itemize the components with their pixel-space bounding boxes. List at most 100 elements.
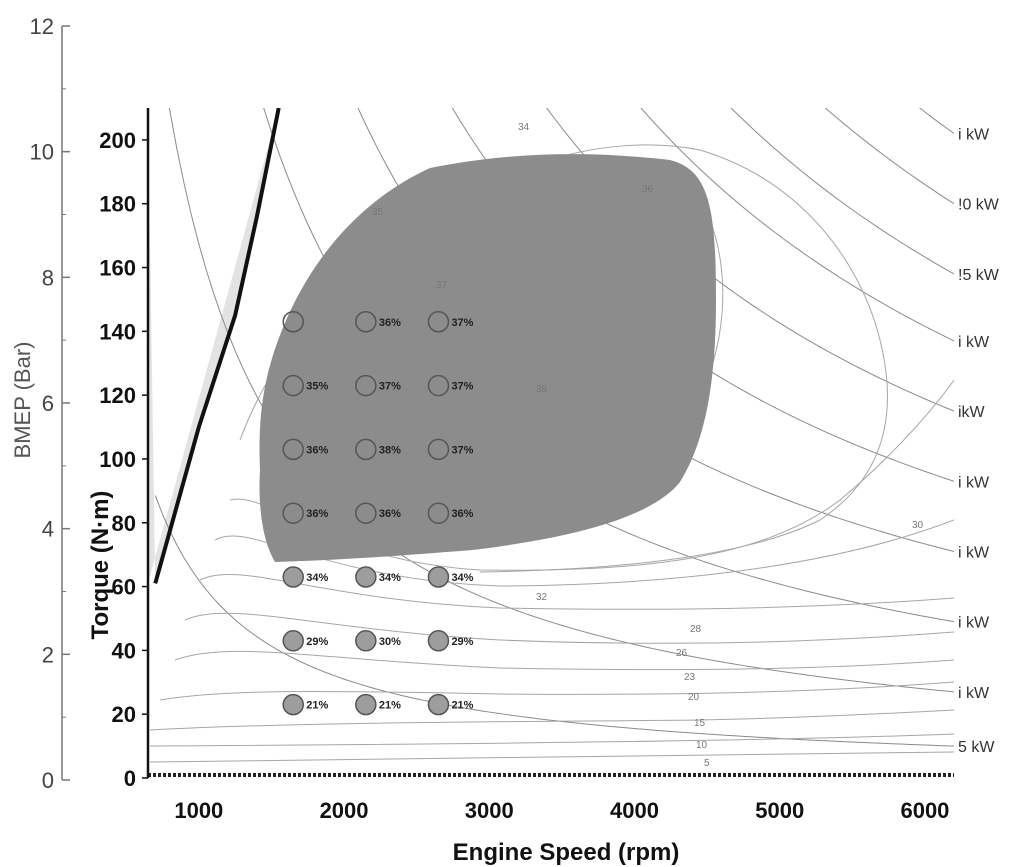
operating-point — [355, 502, 377, 524]
bmep-tick-label: 6 — [42, 391, 54, 416]
operating-point-label: 29% — [306, 636, 328, 648]
contour-label: 37 — [436, 280, 448, 291]
plot-area: 36% 37%35% 37% 37%36% 38% 37%36% 36% 36%34% 34% 3… — [148, 108, 954, 777]
operating-point — [355, 438, 377, 461]
contour-26 — [184, 612, 954, 644]
contour-labels: 38 37 36 35 34 32 30 28 26 23 20 15 10 5 — [372, 122, 924, 769]
power-line — [640, 108, 954, 342]
operating-point — [282, 311, 304, 333]
operating-point — [282, 502, 304, 524]
operating-point — [427, 693, 450, 716]
torque-tick-label: 40 — [112, 638, 136, 663]
operating-point-label: 36% — [306, 444, 328, 456]
operating-point — [427, 438, 450, 461]
operating-point — [282, 566, 304, 588]
operating-point — [355, 630, 377, 652]
bmep-tick-label: 8 — [42, 265, 54, 290]
operating-point-label: 37% — [379, 381, 401, 393]
operating-point-label: 36% — [379, 317, 401, 329]
contour-label: 32 — [536, 592, 548, 603]
contour-label: 5 — [704, 758, 710, 769]
torque-tick-label: 180 — [99, 192, 136, 217]
operating-point-label: 21% — [306, 700, 328, 712]
x-tick-label: 1000 — [174, 798, 223, 823]
torque-tick-label: 200 — [99, 128, 136, 153]
operating-point-label: 37% — [451, 317, 473, 329]
operating-point-label: 29% — [451, 636, 473, 648]
operating-point-label: 37% — [451, 444, 473, 456]
power-label: 5 kW — [958, 739, 995, 756]
contour-label: 15 — [694, 718, 706, 729]
contour-5 — [149, 751, 954, 763]
power-label: !0 kW — [958, 197, 1000, 214]
contour-label: 28 — [690, 624, 702, 635]
operating-point-label: 35% — [306, 381, 328, 393]
power-label: i kW — [958, 334, 990, 351]
torque-tick-label: 160 — [99, 256, 136, 281]
operating-point — [427, 502, 450, 524]
operating-point — [427, 630, 450, 652]
operating-point — [355, 374, 377, 397]
contour-label: 34 — [518, 122, 530, 133]
torque-tick-label: 120 — [99, 383, 136, 408]
operating-points: 36% 37% 35% 37% 37% 36% 38% 37% 36% 36% 36% 34% 34% 3… — [282, 311, 474, 716]
operating-point — [427, 566, 450, 588]
contour-28 — [199, 574, 954, 610]
x-tick-label: 2000 — [320, 798, 369, 823]
power-label: i kW — [958, 615, 990, 632]
operating-point-label: 34% — [306, 572, 328, 584]
contour-label: 20 — [688, 692, 700, 703]
operating-point-label: 30% — [379, 636, 401, 648]
x-tick-label: 4000 — [610, 798, 659, 823]
contour-20 — [159, 681, 954, 701]
power-line — [546, 108, 954, 412]
operating-point — [355, 311, 377, 333]
operating-point-label: 36% — [451, 508, 473, 520]
bmep-tick-label: 2 — [42, 642, 54, 667]
operating-point — [355, 566, 377, 588]
full-load-curve — [153, 108, 281, 584]
bmep-axis-ticks: 0 2 4 6 8 10 12 — [30, 14, 70, 793]
power-label: i kW — [958, 127, 990, 144]
x-axis-ticks: 1000 2000 3000 4000 5000 6000 — [174, 798, 949, 823]
contour-label: 10 — [696, 740, 708, 751]
operating-point-label: 34% — [379, 572, 401, 584]
bmep-tick-label: 10 — [30, 140, 54, 165]
operating-point-label: 21% — [379, 700, 401, 712]
contour-label: 30 — [912, 520, 924, 531]
operating-point-label: 37% — [451, 381, 473, 393]
contour-label: 35 — [372, 207, 384, 218]
power-label: i kW — [958, 685, 990, 702]
torque-tick-label: 0 — [124, 766, 136, 791]
power-label: i kW — [958, 474, 990, 491]
power-line — [730, 108, 954, 275]
torque-axis-ticks: 0 20 40 60 80 100 120 140 160 180 200 — [99, 128, 148, 791]
power-line — [918, 108, 954, 134]
contour-label: 23 — [684, 672, 696, 683]
operating-point — [427, 374, 450, 397]
high-efficiency-region — [259, 154, 716, 562]
operating-point-label: 38% — [379, 444, 401, 456]
x-axis-title: Engine Speed (rpm) — [453, 839, 680, 866]
operating-point-label: 36% — [379, 508, 401, 520]
torque-tick-label: 20 — [112, 702, 136, 727]
power-label: ikW — [958, 404, 986, 421]
torque-tick-label: 140 — [99, 319, 136, 344]
power-line — [154, 495, 954, 747]
contour-label: 38 — [536, 384, 548, 395]
contour-15 — [149, 709, 954, 731]
contour-10 — [149, 733, 954, 747]
power-label: !5 kW — [958, 267, 1000, 284]
x-tick-label: 3000 — [465, 798, 514, 823]
bmep-axis-title: BMEP (Bar) — [10, 342, 35, 459]
contour-23 — [174, 650, 954, 671]
bmep-tick-label: 0 — [42, 768, 54, 793]
operating-point-label: 34% — [451, 572, 473, 584]
torque-tick-label: 80 — [112, 511, 136, 536]
bmep-tick-label: 12 — [30, 14, 54, 39]
operating-point — [282, 693, 304, 716]
power-label: i kW — [958, 544, 990, 561]
power-labels: i kW !0 kW !5 kW i kW ikW i kW i kW i kW i kW 5 k… — [958, 127, 1000, 757]
operating-point-label: 21% — [451, 700, 473, 712]
